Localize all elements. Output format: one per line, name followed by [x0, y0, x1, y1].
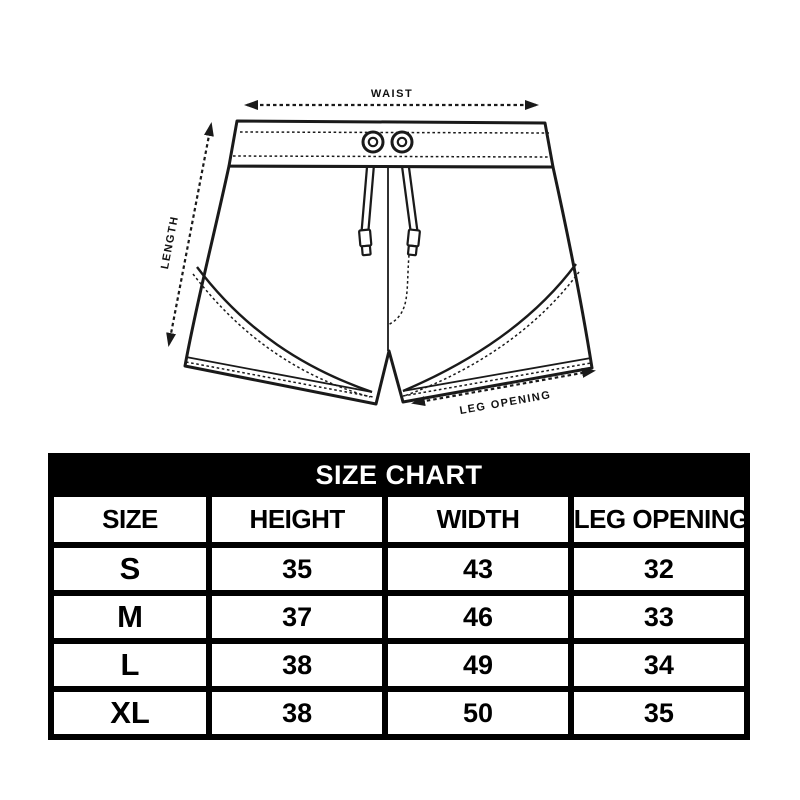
column-header-size: SIZE [54, 497, 207, 542]
height-cell: 35 [212, 548, 383, 590]
table-header-row: SIZE HEIGHT WIDTH LEG OPENING [54, 497, 744, 542]
drawstrings [358, 143, 421, 257]
width-cell: 43 [388, 548, 568, 590]
size-chart-title: SIZE CHART [54, 459, 744, 491]
size-cell: L [54, 644, 207, 686]
height-cell: 38 [212, 644, 383, 686]
table-row-xl: XL 38 50 35 [54, 692, 744, 734]
column-header-leg-opening: LEG OPENING [573, 497, 744, 542]
table-row-m: M 37 46 33 [54, 596, 744, 638]
fly-stitch [387, 254, 410, 326]
left-aglet [358, 228, 373, 257]
leg-opening-cell: 32 [573, 548, 744, 590]
table-row-l: L 38 49 34 [54, 644, 744, 686]
width-cell: 49 [388, 644, 568, 686]
size-cell: XL [54, 692, 207, 734]
length-label: LENGTH [159, 215, 181, 271]
table-row-s: S 35 43 32 [54, 548, 744, 590]
waistband [227, 119, 555, 169]
height-cell: 38 [212, 692, 383, 734]
height-cell: 37 [212, 596, 383, 638]
waist-dimension: WAIST [244, 88, 539, 110]
size-cell: S [54, 548, 207, 590]
shorts-technical-drawing: WAIST LENGTH LEG OPENING [159, 88, 596, 417]
right-aglet [406, 228, 421, 257]
left-panel-seam [196, 266, 373, 394]
length-arrow [166, 122, 214, 347]
width-cell: 50 [388, 692, 568, 734]
table-title-row: SIZE CHART [54, 459, 744, 491]
leg-opening-cell: 33 [573, 596, 744, 638]
column-header-width: WIDTH [388, 497, 568, 542]
width-cell: 46 [388, 596, 568, 638]
leg-opening-cell: 35 [573, 692, 744, 734]
column-header-height: HEIGHT [212, 497, 383, 542]
leg-opening-arrow [411, 368, 596, 406]
waist-label: WAIST [371, 88, 413, 100]
size-cell: M [54, 596, 207, 638]
shorts-outline [183, 164, 594, 406]
leg-opening-cell: 34 [573, 644, 744, 686]
size-chart-table: SIZE CHART SIZE HEIGHT WIDTH LEG OPENING… [48, 453, 750, 740]
